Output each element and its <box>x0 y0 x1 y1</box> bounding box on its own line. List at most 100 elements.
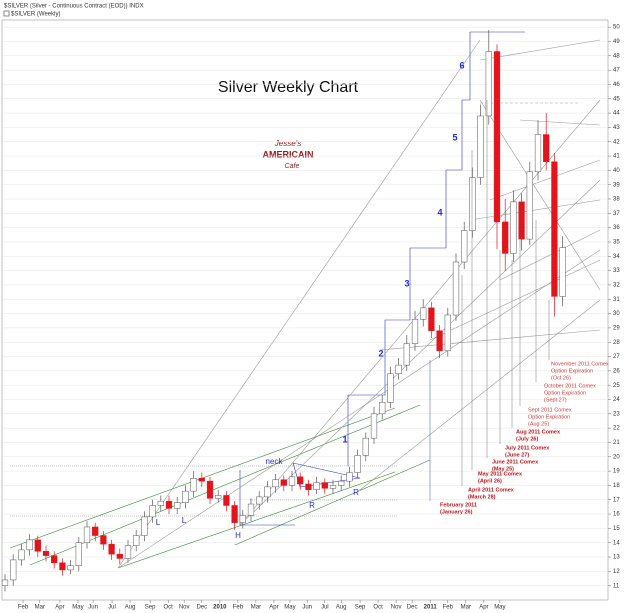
expiry-label: October 2011 Comex <box>544 383 596 389</box>
candle-body <box>403 343 410 366</box>
x-tick-label: Aug <box>125 605 136 611</box>
fan-line <box>117 39 481 569</box>
candle-body <box>75 542 82 566</box>
wave-label: 4 <box>437 207 442 217</box>
y-tick-label: 29 <box>613 325 620 331</box>
candle-body <box>469 177 476 231</box>
y-tick-label: 19 <box>613 469 620 475</box>
y-tick-label: 14 <box>613 540 620 546</box>
y-tick-label: 25 <box>613 383 620 389</box>
y-tick-label: 18 <box>613 483 620 489</box>
channel-line <box>234 459 431 546</box>
expiry-label: (May 25) <box>492 466 514 472</box>
candle-body <box>149 505 156 518</box>
y-tick-label: 43 <box>613 125 620 131</box>
expiry-label: (Sept 27) <box>544 397 567 403</box>
expiry-label: Aug 2011 Comex <box>516 429 561 435</box>
candle-body <box>354 455 361 473</box>
fan-line <box>469 199 601 221</box>
x-tick-label: Feb <box>18 605 29 611</box>
wave-label: 6 <box>459 60 464 70</box>
candle-body <box>346 472 353 482</box>
candle-body <box>100 535 107 545</box>
candle-body <box>1 579 9 586</box>
x-tick-label: 2010 <box>213 605 227 611</box>
candle-body <box>518 201 525 240</box>
x-tick-label: Jun <box>302 605 312 611</box>
channel-line <box>117 471 396 569</box>
expiry-label: May 2011 Comex <box>478 471 523 477</box>
fan-line <box>489 159 601 201</box>
y-tick-label: 44 <box>613 111 620 117</box>
fan-line <box>429 259 601 341</box>
logo-text: Jesse's <box>274 139 301 148</box>
x-tick-label: Dec <box>196 605 207 611</box>
y-tick-label: 21 <box>613 440 620 446</box>
y-tick-label: 46 <box>613 82 620 88</box>
y-tick-label: 27 <box>613 354 620 360</box>
y-tick-label: 28 <box>613 340 620 346</box>
pattern-line <box>292 462 361 488</box>
x-tick-label: Mar <box>35 605 45 611</box>
candle-body <box>83 526 91 543</box>
candle-body <box>493 51 501 223</box>
candle-body <box>264 486 271 498</box>
x-tick-label: Mar <box>251 605 261 611</box>
expiry-label: July 2011 Comex <box>505 445 550 451</box>
expiry-label: (March 28) <box>468 494 496 500</box>
y-tick-label: 24 <box>613 397 620 403</box>
expiry-label: June 2011 Comex <box>492 459 539 465</box>
candle-body <box>305 483 312 490</box>
candle-body <box>379 402 386 415</box>
candle-body <box>223 495 230 506</box>
x-tick-label: Apr <box>55 605 64 611</box>
y-tick-label: 32 <box>613 283 620 289</box>
x-tick-label: Jul <box>108 605 116 611</box>
candle-body <box>272 479 279 488</box>
x-tick-label: Mar <box>461 605 471 611</box>
x-tick-label: Feb <box>443 605 454 611</box>
candle-body <box>297 476 304 485</box>
candle-body <box>108 543 115 555</box>
y-tick-label: 40 <box>613 168 620 174</box>
candle-body <box>452 261 460 316</box>
candle-body <box>559 247 566 297</box>
y-tick-label: 41 <box>613 154 620 160</box>
x-tick-label: Apr <box>479 605 488 611</box>
candle-body <box>190 478 197 492</box>
y-tick-label: 42 <box>613 139 620 145</box>
expiry-label: (January 26) <box>440 509 473 515</box>
x-tick-label: 2011 <box>424 605 438 611</box>
candle-body <box>256 496 263 505</box>
candle-body <box>67 565 74 571</box>
candle-body <box>42 551 50 556</box>
logo-text: Cafe <box>285 163 300 170</box>
candle-body <box>231 505 238 523</box>
x-tick-label: Jul <box>321 605 329 611</box>
y-tick-label: 39 <box>613 182 620 188</box>
candle-body <box>141 516 148 536</box>
symbol-line: $SILVER (Silver - Continuous Contract (E… <box>4 4 144 10</box>
candle-body <box>485 51 492 117</box>
pattern-label: R <box>309 501 315 510</box>
y-tick-label: 12 <box>613 569 620 575</box>
expiry-label: February 2011 <box>440 502 477 508</box>
expiry-label: (July 26) <box>516 436 538 442</box>
wave-label: 3 <box>404 278 409 288</box>
candle-body <box>338 480 345 486</box>
expiry-label: (Aug 25) <box>528 421 549 427</box>
candle-body <box>411 319 419 344</box>
x-tick-label: May <box>494 605 505 611</box>
x-tick-label: Dec <box>407 605 418 611</box>
candle-body <box>165 500 173 509</box>
candle-body <box>92 526 99 536</box>
x-tick-label: Nov <box>391 605 402 611</box>
y-tick-label: 47 <box>613 68 620 74</box>
y-tick-label: 15 <box>613 526 620 532</box>
y-tick-label: 20 <box>613 454 620 460</box>
x-tick-label: Sep <box>145 605 156 611</box>
candle-body <box>157 500 164 506</box>
candle-body <box>329 485 337 489</box>
candle-body <box>461 230 468 263</box>
